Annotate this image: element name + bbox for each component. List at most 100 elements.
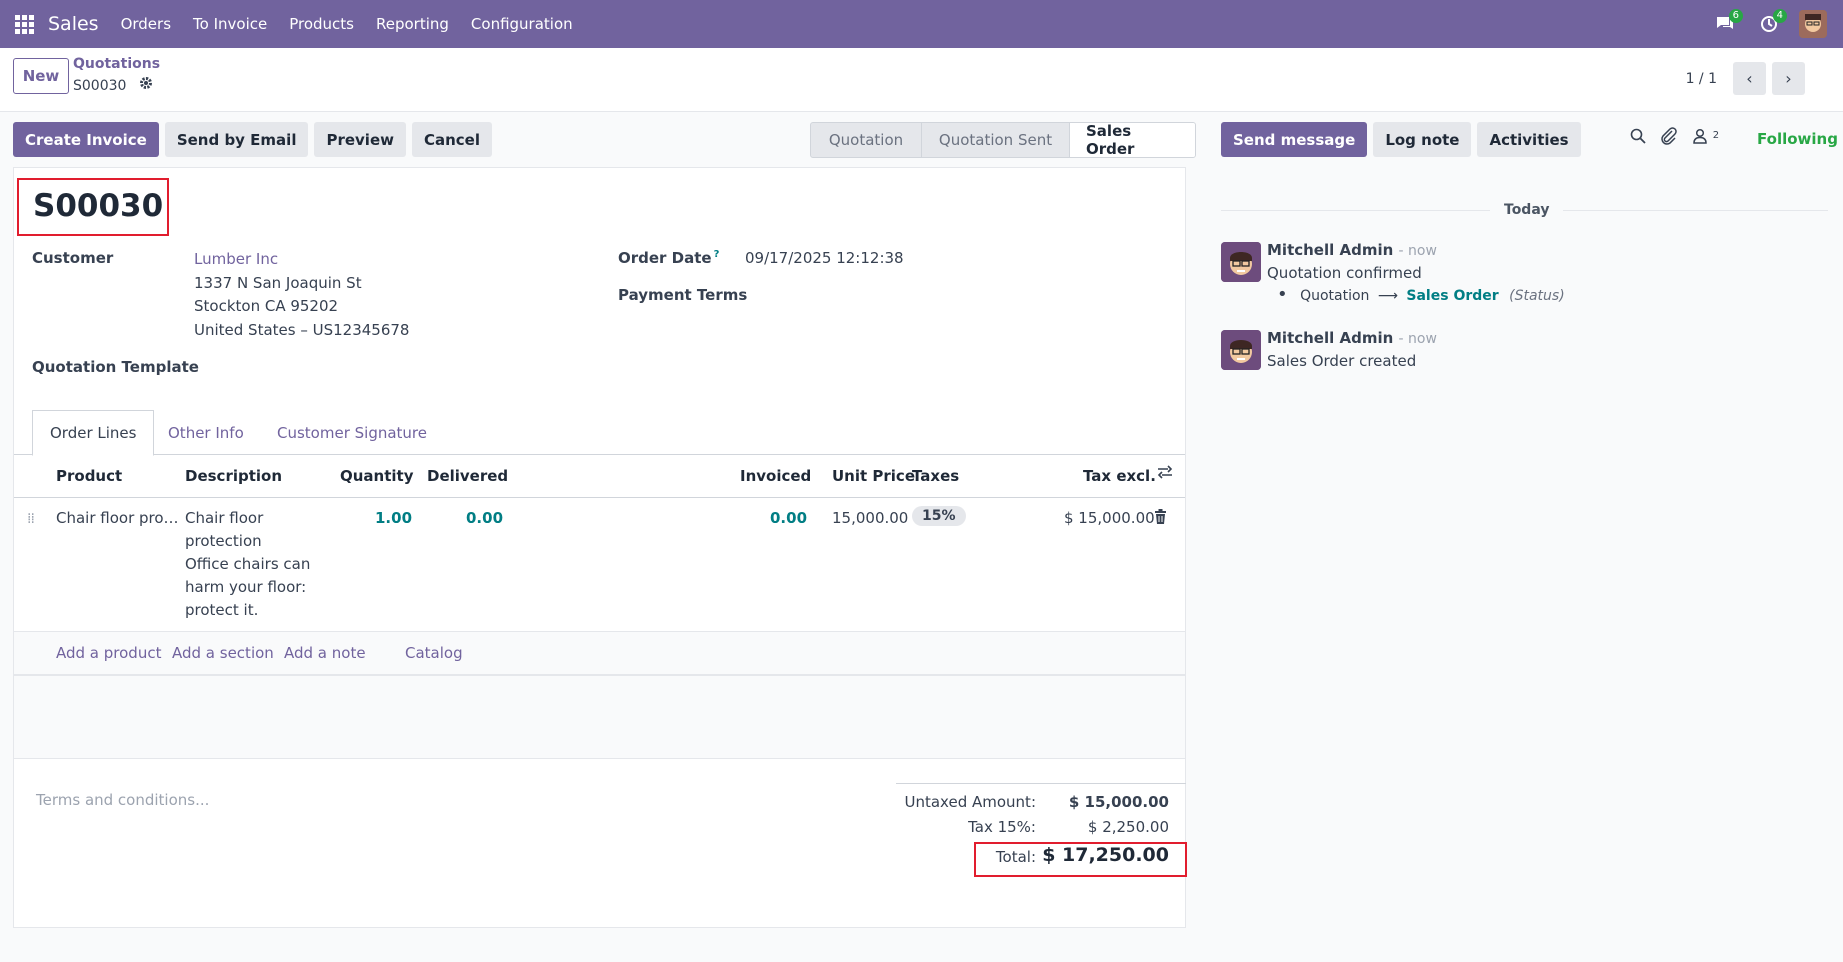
cancel-button[interactable]: Cancel: [411, 122, 492, 157]
form-action-bar: Create Invoice Send by Email Preview Can…: [13, 122, 492, 157]
message-author[interactable]: Mitchell Admin - now: [1267, 329, 1437, 347]
quotation-template-field[interactable]: [194, 358, 554, 380]
untaxed-amount-label: Untaxed Amount:: [904, 793, 1037, 811]
gear-icon[interactable]: [139, 76, 153, 94]
paperclip-icon[interactable]: [1660, 127, 1678, 149]
tax-label: Tax 15%:: [968, 818, 1036, 836]
search-icon[interactable]: [1630, 128, 1646, 148]
delete-line-icon[interactable]: [1154, 509, 1167, 528]
payment-terms-field[interactable]: [745, 286, 1145, 308]
customer-name-field[interactable]: Lumber Inc: [194, 250, 279, 268]
col-product[interactable]: Product: [56, 467, 123, 485]
breadcrumb-current: S00030: [73, 76, 153, 94]
add-note-link[interactable]: Add a note: [284, 644, 366, 662]
col-tax-excl[interactable]: Tax excl.: [1083, 467, 1156, 485]
message-author[interactable]: Mitchell Admin - now: [1267, 241, 1437, 259]
stage-quotation-sent[interactable]: Quotation Sent: [921, 123, 1069, 157]
message-body: Sales Order created: [1267, 352, 1417, 370]
line-delivered[interactable]: 0.00: [466, 509, 504, 527]
preview-button[interactable]: Preview: [314, 122, 406, 157]
customer-address-line1: 1337 N San Joaquin St: [194, 274, 362, 292]
activities-badge: 4: [1772, 9, 1787, 23]
breadcrumb-current-label: S00030: [73, 78, 127, 94]
add-line-row: Add a product Add a section Add a note C…: [14, 631, 1185, 675]
pager-value[interactable]: 1 / 1: [1685, 70, 1717, 87]
add-product-link[interactable]: Add a product: [56, 644, 162, 662]
add-section-link[interactable]: Add a section: [172, 644, 274, 662]
stage-sales-order[interactable]: Sales Order: [1069, 123, 1195, 157]
create-invoice-button[interactable]: Create Invoice: [13, 122, 159, 157]
app-menu-icon[interactable]: [0, 0, 48, 48]
control-panel: New Quotations S00030 1 / 1 ‹ ›: [0, 48, 1843, 112]
total-value: $ 17,250.00: [1042, 844, 1169, 866]
col-taxes[interactable]: Taxes: [912, 467, 960, 485]
col-quantity[interactable]: Quantity: [340, 467, 414, 485]
line-unit-price[interactable]: 15,000.00: [832, 509, 909, 527]
terms-and-conditions-field[interactable]: Terms and conditions...: [36, 791, 210, 809]
menu-configuration[interactable]: Configuration: [470, 15, 573, 33]
drag-handle-icon[interactable]: ⁞⁞: [27, 511, 35, 527]
line-tax-badge[interactable]: 15%: [912, 506, 966, 526]
order-date-help-icon[interactable]: ?: [713, 249, 720, 260]
tab-other-info[interactable]: Other Info: [168, 423, 244, 442]
tracking-new-value: Sales Order: [1406, 288, 1499, 304]
message-avatar[interactable]: [1221, 330, 1261, 370]
pager: 1 / 1 ‹ ›: [1686, 62, 1805, 95]
breadcrumb-quotations[interactable]: Quotations: [73, 56, 161, 72]
new-button[interactable]: New: [13, 58, 69, 94]
tax-value: $ 2,250.00: [1087, 818, 1169, 836]
followers-count: 2: [1712, 130, 1720, 141]
line-subtotal: $ 15,000.00: [1064, 509, 1155, 527]
app-name[interactable]: Sales: [48, 13, 99, 35]
line-description-5: protect it.: [185, 601, 259, 619]
line-description[interactable]: Chair floor protection Office chairs can…: [185, 507, 310, 622]
menu-to-invoice[interactable]: To Invoice: [193, 15, 268, 33]
activities-icon[interactable]: 4: [1747, 0, 1791, 48]
untaxed-amount-value: $ 15,000.00: [1068, 793, 1169, 811]
activities-button[interactable]: Activities: [1477, 122, 1581, 157]
send-message-button[interactable]: Send message: [1221, 122, 1368, 157]
totals-divider: [896, 783, 1186, 784]
line-quantity[interactable]: 1.00: [375, 509, 413, 527]
menu-orders[interactable]: Orders: [120, 15, 172, 33]
menu-products[interactable]: Products: [289, 15, 354, 33]
user-avatar[interactable]: [1799, 10, 1827, 38]
quotation-template-label: Quotation Template: [32, 358, 199, 376]
customer-address-line3: United States – US12345678: [194, 321, 410, 339]
top-navbar: Sales Orders To Invoice Products Reporti…: [0, 0, 1843, 48]
payment-terms-label: Payment Terms: [618, 286, 748, 304]
messages-icon[interactable]: 6: [1703, 0, 1747, 48]
optional-columns-icon[interactable]: [1157, 464, 1173, 483]
empty-row-alt: [14, 675, 1185, 759]
col-unit-price[interactable]: Unit Price: [832, 467, 915, 485]
chatter-actions: Send message Log note Activities: [1221, 122, 1581, 157]
stage-quotation[interactable]: Quotation: [828, 131, 904, 149]
pager-previous-icon[interactable]: ‹: [1733, 62, 1766, 95]
pager-next-icon[interactable]: ›: [1772, 62, 1805, 95]
tab-order-lines[interactable]: Order Lines: [32, 410, 155, 456]
line-description-3: Office chairs can: [185, 555, 311, 573]
menu-reporting[interactable]: Reporting: [376, 15, 449, 33]
tab-customer-signature[interactable]: Customer Signature: [277, 423, 427, 442]
order-date-field[interactable]: 09/17/2025 12:12:38: [745, 249, 904, 267]
message-avatar[interactable]: [1221, 242, 1261, 282]
log-note-button[interactable]: Log note: [1373, 122, 1472, 157]
following-button[interactable]: Following: [1757, 130, 1838, 148]
line-description-2: protection: [185, 532, 262, 550]
date-separator-label: Today: [1490, 202, 1564, 218]
messages-badge: 6: [1728, 9, 1743, 23]
catalog-link[interactable]: Catalog: [405, 644, 463, 662]
send-by-email-button[interactable]: Send by Email: [164, 122, 309, 157]
line-product[interactable]: Chair floor pro…: [56, 509, 179, 527]
line-description-4: harm your floor:: [185, 578, 307, 596]
col-invoiced[interactable]: Invoiced: [740, 467, 812, 485]
col-delivered[interactable]: Delivered: [427, 467, 509, 485]
order-date-label-text: Order Date: [618, 249, 712, 267]
line-invoiced[interactable]: 0.00: [770, 509, 808, 527]
col-description[interactable]: Description: [185, 467, 283, 485]
order-date-label: Order Date?: [618, 249, 719, 267]
order-lines-header: Product Description Quantity Delivered I…: [14, 455, 1185, 498]
followers-icon[interactable]: 2: [1692, 128, 1719, 148]
status-bar: Quotation Quotation Sent Sales Order: [810, 122, 1196, 158]
message-author-name: Mitchell Admin: [1267, 329, 1394, 347]
